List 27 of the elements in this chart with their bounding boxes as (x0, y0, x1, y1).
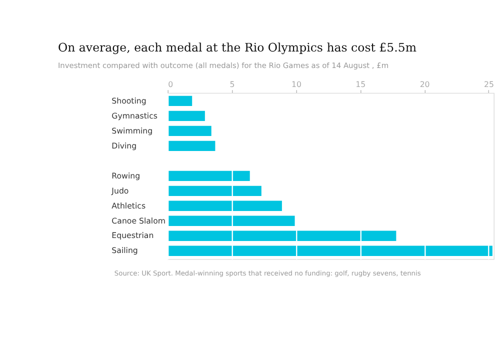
bar (168, 200, 282, 212)
x-tick-label: 20 (420, 80, 430, 89)
bar (168, 216, 295, 226)
bar (168, 230, 396, 241)
y-tick-label: Shooting (112, 96, 146, 106)
x-tick-label: 15 (356, 80, 366, 89)
y-tick-label: Diving (112, 141, 137, 150)
y-tick-label: Sailing (112, 246, 138, 256)
chart-title: On average, each medal at the Rio Olympics has cost £5.5m (58, 40, 416, 55)
x-tick-label: 10 (291, 80, 302, 89)
bar (168, 126, 212, 136)
bar (168, 186, 262, 196)
bar (168, 140, 216, 152)
y-tick-label: Canoe Slalom (112, 216, 166, 226)
x-tick-label: 25 (484, 80, 494, 89)
y-tick-label: Gymnastics (112, 111, 158, 120)
bar (168, 96, 192, 106)
y-tick-label: Athletics (112, 201, 146, 210)
bar (168, 246, 492, 256)
y-tick-label: Swimming (112, 126, 153, 136)
x-tick-label: 0 (168, 80, 174, 89)
bar (168, 170, 250, 182)
y-tick-label: Equestrian (112, 231, 154, 240)
x-tick-label: 5 (230, 80, 235, 89)
bar (168, 110, 205, 122)
y-tick-label: Judo (110, 186, 129, 196)
y-tick-label: Rowing (112, 171, 140, 180)
